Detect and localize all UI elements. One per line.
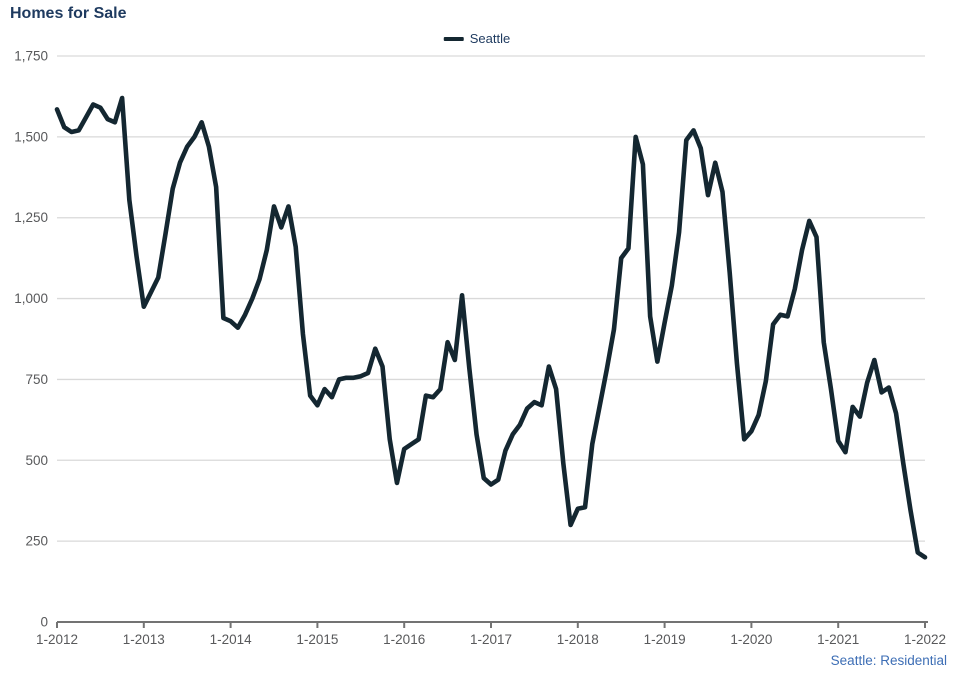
x-axis-label: 1-2019 [644, 632, 686, 647]
legend-line-swatch-icon [443, 36, 464, 41]
y-axis-label: 1,500 [14, 129, 48, 144]
x-axis-label: 1-2015 [296, 632, 338, 647]
x-axis-label: 1-2016 [383, 632, 425, 647]
source-link[interactable]: Seattle: Residential [830, 653, 947, 668]
series-lines [54, 95, 928, 560]
legend-label: Seattle [469, 31, 511, 46]
x-axis-label: 1-2018 [557, 632, 599, 647]
y-axis-label: 250 [25, 534, 48, 549]
x-axis-label: 1-2013 [123, 632, 165, 647]
x-axis-label: 1-2017 [470, 632, 512, 647]
y-axis-label: 750 [25, 372, 48, 387]
y-axis-label: 1,250 [14, 210, 48, 225]
chart-title: Homes for Sale [10, 5, 127, 22]
y-axis-label: 500 [25, 453, 48, 468]
y-axis-label: 1,750 [14, 49, 48, 64]
x-axis [56, 621, 928, 628]
y-axis-label: 0 [40, 615, 48, 630]
x-axis-label: 1-2014 [210, 632, 253, 647]
x-axis-label: 1-2012 [36, 632, 78, 647]
x-axis-label: 1-2020 [730, 632, 772, 647]
axis-labels: 0 250 500 750 1,000 1,250 1,500 1,750 1-2012 1-20… [14, 49, 946, 648]
gridlines [57, 55, 925, 542]
y-axis-label: 1,000 [14, 291, 48, 306]
series-line-seattle [54, 95, 928, 560]
legend-item-seattle[interactable]: Seattle [443, 31, 511, 46]
x-axis-label: 1-2022 [904, 632, 946, 647]
x-axis-label: 1-2021 [817, 632, 859, 647]
